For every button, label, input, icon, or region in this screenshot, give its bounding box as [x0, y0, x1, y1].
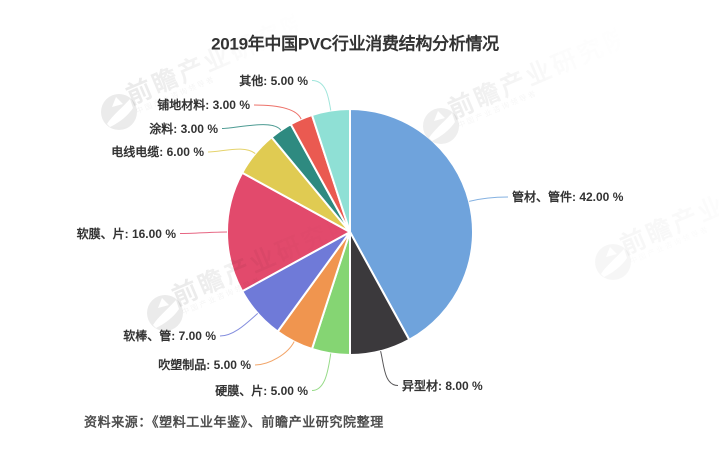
label-connector-3 — [254, 341, 295, 366]
qianzhan-bird-icon — [101, 94, 137, 130]
pie-label-others: 其他: 5.00 % — [239, 73, 308, 88]
label-connector-9 — [311, 80, 332, 111]
qianzhan-bird-icon — [423, 108, 459, 144]
label-connector-8 — [253, 104, 302, 120]
label-connector-2 — [311, 353, 332, 391]
label-connector-7 — [221, 124, 282, 131]
label-connector-0 — [469, 196, 509, 202]
pie-label-blow-molded: 吹塑制品: 5.00 % — [158, 358, 251, 372]
pie-label-profiles: 异型材: 8.00 % — [402, 378, 483, 393]
pie-slices-group — [225, 108, 474, 356]
label-connector-6 — [207, 148, 256, 155]
pie-label-flooring: 铺地材料: 3.00 % — [157, 98, 250, 112]
source-note: 资料来源：《塑料工业年鉴》、前瞻产业研究院整理 — [84, 414, 384, 430]
chart-title: 2019年中国PVC行业消费结构分析情况 — [211, 34, 499, 54]
label-connector-4 — [219, 312, 259, 337]
pie-label-coatings: 涂料: 3.00 % — [149, 121, 218, 136]
watermark-brand-text: 前瞻产业研究院 — [122, 7, 314, 110]
pie-label-wire-cable: 电线电缆: 6.00 % — [111, 145, 204, 159]
pie-label-soft-film-sheet: 软膜、片: 16.00 % — [76, 226, 176, 241]
label-connector-5 — [179, 231, 228, 234]
label-connectors-group — [179, 80, 509, 391]
label-connector-1 — [380, 351, 399, 386]
pie-label-pipes-fittings: 管材、管件: 42.00 % — [512, 190, 624, 204]
pie-slice-9 — [310, 108, 351, 233]
qianzhan-bird-icon — [147, 295, 183, 331]
pie-label-soft-rod-tube: 软棒、管: 7.00 % — [123, 329, 216, 343]
pie-label-rigid-film-sheet: 硬膜、片: 5.00 % — [215, 383, 308, 398]
